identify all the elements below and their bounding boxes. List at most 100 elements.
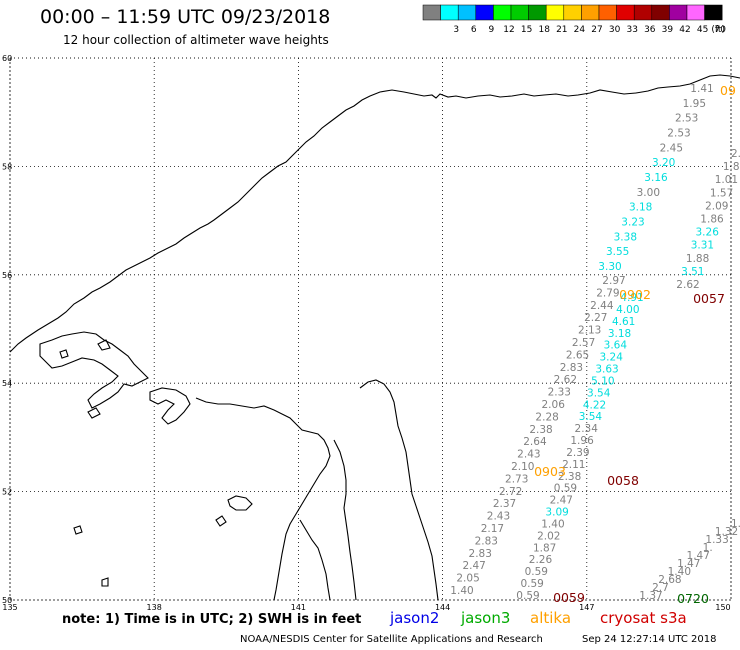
wave-height-value: 3.16 (644, 172, 668, 184)
wave-height-value: 1.86 (700, 214, 724, 226)
wave-height-value: 1.40 (450, 585, 473, 597)
wave-height-value: 3.31 (691, 240, 714, 252)
pass-time-label: 0059 (553, 590, 585, 605)
wave-height-value: 2.44 (590, 300, 614, 312)
wave-height-value: 2.09 (705, 200, 728, 212)
credit-text: NOAA/NESDIS Center for Satellite Applica… (240, 634, 543, 645)
pass-time-label: 0903 (534, 464, 566, 479)
altimeter-tracks: 2.972.792.442.272.132.572.652.832.622.33… (450, 83, 740, 602)
scale-tick-label: 33 (626, 25, 637, 35)
latitude-label: 52 (2, 488, 12, 497)
scale-tick-label: 21 (556, 25, 567, 35)
scale-tick-label: 15 (521, 25, 532, 35)
scale-tick-label: 3 (453, 25, 459, 35)
longitude-label: 144 (435, 603, 450, 612)
wave-height-value: 1.32 (715, 526, 738, 538)
coastline-small-islands (59, 339, 253, 587)
wave-height-value: 1.47 (687, 550, 710, 562)
wave-height-value: 2.43 (487, 511, 510, 523)
footer-note: note: 1) Time is in UTC; 2) SWH is in fe… (62, 612, 362, 627)
wave-height-value: 2.62 (676, 279, 699, 291)
wave-height-value: 3.38 (614, 231, 637, 243)
legend-jason2: jason2 (390, 609, 440, 627)
scale-tick-label: 36 (644, 25, 656, 35)
wave-height-value: 4.61 (612, 316, 635, 328)
wave-height-value: 1.01 (715, 174, 738, 186)
latitude-label: 60 (2, 54, 12, 63)
wave-height-value: 3.18 (629, 202, 652, 214)
latitude-label: 58 (2, 162, 12, 171)
lat-lon-grid (9, 57, 732, 601)
chart-subtitle: 12 hour collection of altimeter wave hei… (63, 33, 329, 47)
wave-height-value: 2.33 (548, 387, 571, 399)
wave-height-value: 4.91 (620, 292, 643, 304)
wave-height-value: 2.83 (560, 362, 583, 374)
wave-height-value: 1.47 (677, 558, 700, 570)
pass-time-label: 0720 (677, 591, 709, 606)
coastline-southwest-shore (195, 397, 331, 601)
wave-height-value: 2.62 (554, 374, 577, 386)
wave-height-value: 3.51 (681, 266, 704, 278)
latitude-label: 56 (2, 271, 12, 280)
pass-time-label: 0902 (619, 287, 651, 302)
wave-height-value: 2.7 (652, 582, 669, 594)
wave-height-value: 3.30 (598, 261, 621, 273)
wave-height-value: 3.23 (621, 217, 644, 229)
wave-height-value: 5.10 (591, 375, 614, 387)
wave-height-value: 2.28 (535, 411, 558, 423)
wave-height-value: 0.59 (520, 578, 543, 590)
wave-height-value: 3.26 (696, 227, 720, 239)
wave-height-value: 1. (703, 542, 713, 554)
longitude-label: 135 (2, 603, 17, 612)
wave-height-value: 3.54 (579, 411, 603, 423)
longitude-label: 147 (579, 603, 594, 612)
wave-height-value: 1.40 (668, 566, 691, 578)
wave-height-value: 2.13 (578, 325, 601, 337)
wave-height-value: 2.06 (542, 399, 566, 411)
wave-height-value: 1.41 (690, 83, 713, 95)
wave-height-value: 2.72 (499, 486, 522, 498)
wave-height-value: 2.34 (575, 423, 599, 435)
wave-height-value: 0.59 (516, 590, 539, 602)
wave-height-value: 2.68 (658, 574, 681, 586)
scale-tick-label: 45 (697, 25, 708, 35)
generation-timestamp: Sep 24 12:27:14 UTC 2018 (582, 634, 717, 645)
wave-height-value: 2.83 (469, 548, 492, 560)
wave-height-value: 1.87 (533, 542, 556, 554)
wave-height-value: 2.05 (456, 573, 479, 585)
scale-tick-label: 24 (574, 25, 586, 35)
wave-height-value: 2.45 (660, 142, 683, 154)
wave-height-value: 1. (731, 518, 740, 530)
wave-height-value: 3.63 (595, 364, 618, 376)
coastline-bay-islands (149, 387, 191, 425)
coastline-west-peninsula (39, 331, 149, 409)
wave-height-value: 2.02 (537, 530, 560, 542)
wave-height-value: 2.27 (584, 312, 607, 324)
wave-height-value: 1.88 (686, 253, 709, 265)
scale-tick-label: 18 (538, 25, 550, 35)
wave-height-value: 1.95 (683, 98, 706, 110)
wave-height-value: 2.65 (566, 349, 589, 361)
wave-height-value: 3.20 (652, 157, 675, 169)
wave-height-value: 3.24 (600, 352, 624, 364)
pass-time-label: 0057 (693, 291, 725, 306)
pass-time-label: 0058 (607, 473, 639, 488)
wave-height-value: 2.47 (550, 495, 573, 507)
wave-height-value: 2.10 (511, 461, 534, 473)
longitude-label: 150 (715, 603, 730, 612)
scale-tick-label: 30 (609, 25, 621, 35)
wave-height-value: 1.40 (541, 518, 564, 530)
coastline (9, 74, 740, 601)
legend-cryosat-s3a: cryosat s3a (600, 609, 687, 627)
wave-height-value: 2.64 (523, 436, 547, 448)
wave-height-value: 2.79 (596, 287, 619, 299)
wave-height-value: 3.18 (608, 328, 631, 340)
scale-unit-label: (ft) (711, 25, 725, 35)
wave-height-value: 2.47 (462, 560, 485, 572)
chart-title: 00:00 – 11:59 UTC 09/23/2018 (40, 6, 331, 28)
wave-height-value: 0.59 (554, 483, 577, 495)
scale-tick-label: 70 (714, 25, 726, 35)
latitude-label: 54 (2, 379, 12, 388)
longitude-label: 141 (291, 603, 306, 612)
